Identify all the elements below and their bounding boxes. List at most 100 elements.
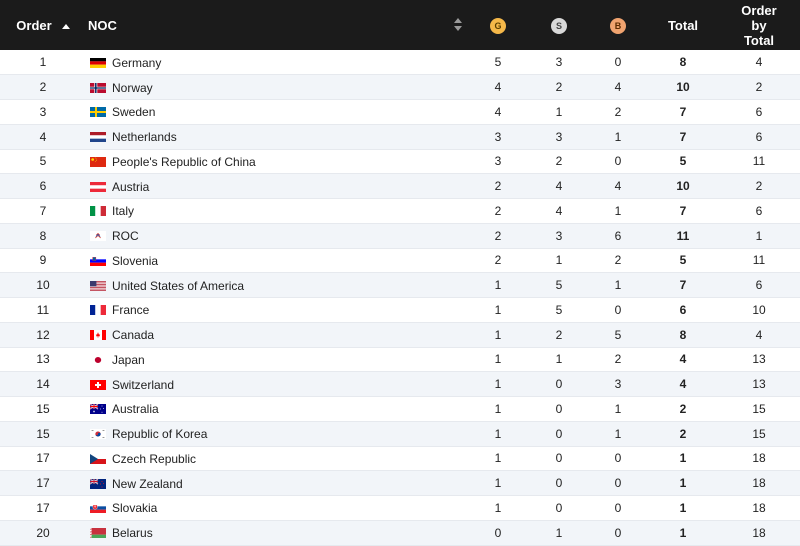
noc-name[interactable]: Japan xyxy=(112,353,145,367)
flag-norway-icon xyxy=(90,82,108,94)
flag-korea-icon xyxy=(90,428,108,440)
noc-name[interactable]: Slovakia xyxy=(112,501,157,515)
bronze-cell: 0 xyxy=(588,471,648,496)
order-by-total-cell: 6 xyxy=(718,124,800,149)
order-by-total-cell: 18 xyxy=(718,496,800,521)
noc-name[interactable]: United States of America xyxy=(112,279,244,293)
noc-name[interactable]: Sweden xyxy=(112,105,155,119)
noc-name[interactable]: Germany xyxy=(112,56,161,70)
order-by-total-cell: 15 xyxy=(718,421,800,446)
order-cell: 15 xyxy=(0,421,86,446)
silver-cell: 0 xyxy=(530,471,588,496)
gold-cell: 1 xyxy=(466,421,530,446)
flag-roc-icon xyxy=(90,230,108,242)
order-by-total-cell: 13 xyxy=(718,372,800,397)
noc-name[interactable]: Belarus xyxy=(112,526,153,540)
noc-name[interactable]: ROC xyxy=(112,229,139,243)
noc-cell: Japan xyxy=(86,347,466,372)
noc-cell: United States of America xyxy=(86,273,466,298)
silver-cell: 5 xyxy=(530,298,588,323)
noc-name[interactable]: Australia xyxy=(112,402,159,416)
noc-name[interactable]: Norway xyxy=(112,81,153,95)
noc-name[interactable]: Switzerland xyxy=(112,378,174,392)
total-header[interactable]: Total xyxy=(648,0,718,50)
noc-cell: Belarus xyxy=(86,520,466,545)
gold-cell: 1 xyxy=(466,446,530,471)
flag-czech-icon xyxy=(90,453,108,465)
order-by-total-cell: 4 xyxy=(718,322,800,347)
noc-name[interactable]: France xyxy=(112,303,149,317)
noc-cell: Austria xyxy=(86,174,466,199)
bronze-medal-icon: B xyxy=(610,18,626,34)
order-by-total-cell: 2 xyxy=(718,75,800,100)
bronze-cell: 0 xyxy=(588,298,648,323)
total-cell: 1 xyxy=(648,520,718,545)
silver-cell: 0 xyxy=(530,496,588,521)
bronze-cell: 0 xyxy=(588,446,648,471)
order-by-total-cell: 2 xyxy=(718,174,800,199)
order-by-total-label-1: Order xyxy=(741,3,776,18)
silver-header[interactable]: S xyxy=(530,0,588,50)
silver-cell: 3 xyxy=(530,50,588,75)
noc-cell: Canada xyxy=(86,322,466,347)
bronze-cell: 1 xyxy=(588,421,648,446)
flag-austria-icon xyxy=(90,181,108,193)
noc-name[interactable]: People's Republic of China xyxy=(112,155,256,169)
flag-netherlands-icon xyxy=(90,131,108,143)
gold-cell: 1 xyxy=(466,347,530,372)
noc-name[interactable]: Czech Republic xyxy=(112,452,196,466)
total-cell: 10 xyxy=(648,174,718,199)
order-by-total-label-3: Total xyxy=(744,33,774,48)
noc-name[interactable]: Austria xyxy=(112,180,149,194)
total-cell: 1 xyxy=(648,471,718,496)
flag-china-icon xyxy=(90,156,108,168)
sort-ascending-icon xyxy=(62,24,70,29)
order-cell: 20 xyxy=(0,520,86,545)
bronze-header[interactable]: B xyxy=(588,0,648,50)
silver-cell: 4 xyxy=(530,199,588,224)
flag-switzerland-icon xyxy=(90,379,108,391)
bronze-cell: 1 xyxy=(588,199,648,224)
silver-cell: 5 xyxy=(530,273,588,298)
noc-name[interactable]: Italy xyxy=(112,204,134,218)
flag-slovakia-icon xyxy=(90,502,108,514)
bronze-cell: 4 xyxy=(588,174,648,199)
noc-name[interactable]: Slovenia xyxy=(112,254,158,268)
noc-header[interactable]: NOC xyxy=(86,0,466,50)
order-cell: 3 xyxy=(0,100,86,125)
noc-name[interactable]: Republic of Korea xyxy=(112,427,207,441)
order-by-total-cell: 6 xyxy=(718,100,800,125)
noc-header-label: NOC xyxy=(88,18,117,33)
order-by-total-cell: 10 xyxy=(718,298,800,323)
total-cell: 4 xyxy=(648,347,718,372)
order-by-total-cell: 11 xyxy=(718,149,800,174)
total-header-label: Total xyxy=(668,18,698,33)
noc-name[interactable]: Canada xyxy=(112,328,154,342)
noc-name[interactable]: New Zealand xyxy=(112,477,183,491)
order-header[interactable]: Order xyxy=(0,0,86,50)
noc-name[interactable]: Netherlands xyxy=(112,130,177,144)
order-by-total-header[interactable]: Order by Total xyxy=(718,0,800,50)
silver-cell: 0 xyxy=(530,397,588,422)
gold-header[interactable]: G xyxy=(466,0,530,50)
